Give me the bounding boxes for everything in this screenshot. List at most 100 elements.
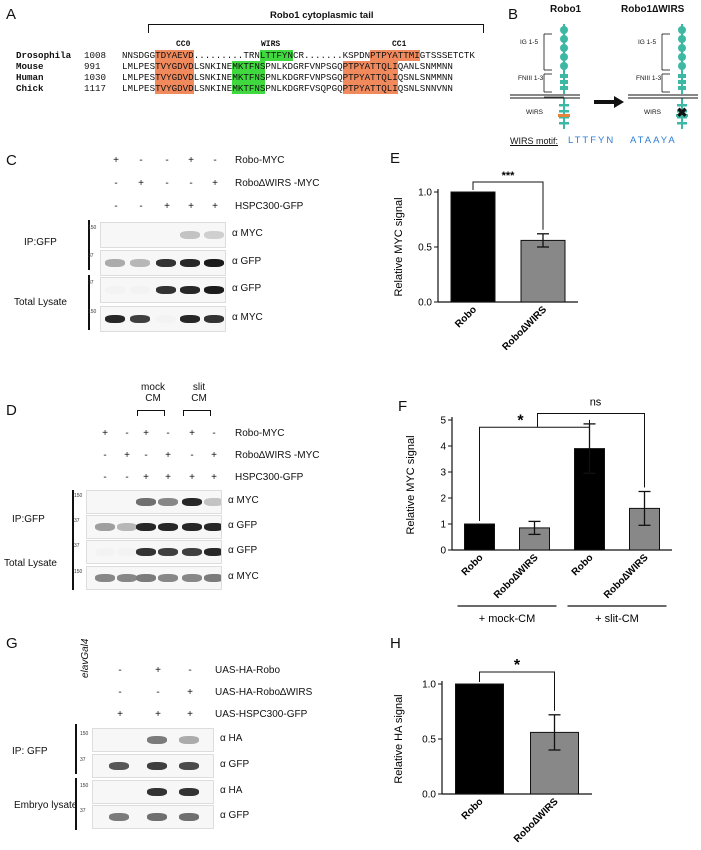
blot-band xyxy=(136,574,156,582)
motif-residue: T xyxy=(637,135,645,146)
antibody-label: α GFP xyxy=(228,545,258,556)
seq-wirs: LTTFYN xyxy=(259,50,293,61)
blot-band xyxy=(204,498,221,506)
significance-bracket-ns xyxy=(537,413,645,488)
wirs-label: WIRS xyxy=(261,40,281,49)
antibody-label: α MYC xyxy=(228,571,259,582)
blot-band xyxy=(180,286,200,294)
mw-marker: 150 xyxy=(80,783,89,789)
x-tick-label: Robo∆WIRS xyxy=(512,796,561,845)
tail-segment xyxy=(559,104,569,107)
blot-band xyxy=(105,286,125,294)
motif-residue: Y xyxy=(598,135,607,146)
blot-band xyxy=(204,231,224,239)
seq-tail: QSNLSNMMNN xyxy=(397,72,453,83)
panel-label-f: F xyxy=(398,398,408,415)
blot-strip xyxy=(92,805,214,829)
seq-post: PNLKDGRFVSQPGQ xyxy=(265,83,343,94)
condition-sign: - xyxy=(118,687,122,698)
condition-sign: + xyxy=(165,450,171,461)
y-tick-label: 1.0 xyxy=(418,188,432,199)
driver-label: elavGal4 xyxy=(80,638,91,678)
y-tick-label: 3 xyxy=(440,468,446,479)
g-ip-label: IP: GFP xyxy=(12,746,48,757)
slit-bracket xyxy=(183,410,211,416)
seq-cc1: PTPYATTMI xyxy=(370,50,420,61)
blot-band xyxy=(182,574,202,582)
condition-sign: + xyxy=(117,709,123,720)
seq-cc0: TDYAEVD xyxy=(155,50,194,61)
seq-cc0: TVYGDVD xyxy=(155,83,194,94)
condition-sign: - xyxy=(118,665,122,676)
ig-domain xyxy=(678,26,686,34)
total-bracket xyxy=(88,275,90,330)
chart-e: 0.0 0.5 1.0 Relative MYC signal Robo Robo∆WIR… xyxy=(393,170,578,350)
slit-label: slit CM xyxy=(184,382,214,404)
d-total-bracket xyxy=(72,540,74,590)
seq-wirs: MKTFNS xyxy=(232,83,266,94)
motif-residue: T xyxy=(574,135,583,146)
condition-sign: + xyxy=(211,472,217,483)
antibody-label: α GFP xyxy=(228,520,258,531)
motif-residue: Y xyxy=(660,135,669,146)
motif-residue: A xyxy=(630,135,638,146)
d-total-label: Total Lysate xyxy=(4,558,57,569)
residue-position: 1117 xyxy=(84,83,107,94)
slit-cm-text: CM xyxy=(191,393,207,404)
motif-residue: A xyxy=(644,135,654,146)
condition-sign: - xyxy=(165,178,169,189)
condition-sign: + xyxy=(187,687,193,698)
wirs-label-mut: WIRS xyxy=(644,109,661,116)
condition-sign: + xyxy=(155,709,161,720)
condition-sign: + xyxy=(165,472,171,483)
blot-band xyxy=(105,259,125,267)
species-name: Chick xyxy=(16,83,44,94)
x-tick-label: Robo xyxy=(453,304,479,330)
residue-position: 1008 xyxy=(84,50,107,61)
blot-band xyxy=(182,498,202,506)
blot-band xyxy=(179,736,199,744)
blot-strip xyxy=(100,306,226,332)
significance-label: * xyxy=(517,412,524,429)
y-tick-label: 1 xyxy=(440,520,446,531)
ig-domain xyxy=(560,44,568,52)
condition-sign: - xyxy=(103,472,107,483)
mw-marker: 150 xyxy=(74,493,83,499)
seq-cc1: PTPYATTQLI xyxy=(342,72,398,83)
sequence-row: Human 1030 LMLPESTVYGDVDLSNKINEMKTFNSPNLKD… xyxy=(16,72,453,83)
condition-sign: + xyxy=(188,201,194,212)
blot-band xyxy=(130,315,150,323)
x-tick-label: Robo∆WIRS xyxy=(500,304,549,350)
seq-cc1: PTPYATTQLI xyxy=(342,83,398,94)
mock-bracket xyxy=(137,410,165,416)
condition-sign: + xyxy=(164,201,170,212)
condition-sign: + xyxy=(113,155,119,166)
bar xyxy=(455,683,504,795)
seq-tail: GTSSSETCTK xyxy=(419,50,475,61)
panel-label-e: E xyxy=(390,150,401,167)
seq-cc1: PTPYATTQLI xyxy=(342,61,398,72)
d-ip-label: IP:GFP xyxy=(12,514,45,525)
condition-sign: - xyxy=(213,155,217,166)
antibody-label: α GFP xyxy=(220,759,250,770)
blot-band xyxy=(158,548,178,556)
blot-band xyxy=(182,523,202,531)
blot-band xyxy=(109,813,129,821)
blot-strip xyxy=(92,728,214,752)
tail-segment xyxy=(559,116,569,119)
blot-band xyxy=(182,548,202,556)
condition-sign: - xyxy=(156,687,160,698)
tail-segment xyxy=(677,122,687,125)
fn-label-wt: FNIII 1-3 xyxy=(518,75,544,82)
slit-text: slit xyxy=(192,382,206,393)
condition-sign: + xyxy=(212,178,218,189)
sequence-row: Chick 1117 LMLPESTVYGDVDLSNKINEMKTFNSPNLKD… xyxy=(16,83,453,94)
mw-marker: 37 xyxy=(80,757,86,763)
fn-domain xyxy=(560,86,568,90)
antibody-label: α MYC xyxy=(232,312,263,323)
mw-marker: 37 xyxy=(74,518,80,524)
blot-band xyxy=(147,813,167,821)
y-tick-label: 0.5 xyxy=(418,243,432,254)
blot-band xyxy=(136,548,156,556)
blot-strip xyxy=(86,490,222,514)
